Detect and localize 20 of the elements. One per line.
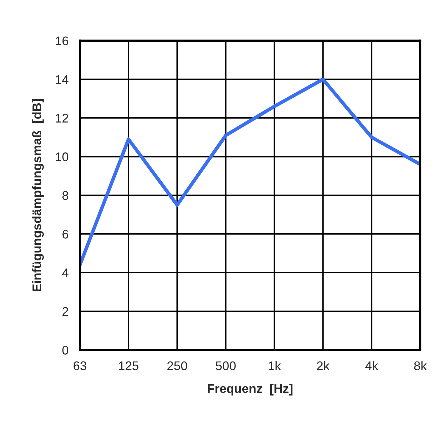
line-series	[80, 78, 420, 267]
y-tick-label: 16	[56, 36, 68, 46]
x-tick-label: 63	[74, 362, 87, 370]
y-tick-label: 4	[62, 268, 69, 278]
y-tick-label: 0	[62, 346, 69, 355]
x-tick-label: 8k	[414, 361, 428, 370]
y-axis-title: Einfügungsdämpfungsmaß [dB]	[32, 99, 44, 292]
x-axis-title: Frequenz [Hz]	[208, 384, 293, 396]
x-tick-label: 2k	[317, 361, 330, 370]
x-tick-label: 4k	[366, 361, 378, 370]
x-tick-label: 250	[168, 362, 188, 370]
y-tick-label: 6	[62, 230, 68, 239]
y-tick-label: 2	[62, 307, 68, 316]
x-tick-label: 125	[119, 362, 139, 370]
y-tick-label: 8	[62, 191, 68, 200]
y-tick-label: 14	[56, 75, 69, 84]
x-tick-label: 1k	[268, 361, 282, 370]
y-tick-label: 10	[56, 152, 69, 162]
x-tick-label: 500	[216, 362, 236, 370]
y-tick-label: 12	[56, 114, 68, 123]
